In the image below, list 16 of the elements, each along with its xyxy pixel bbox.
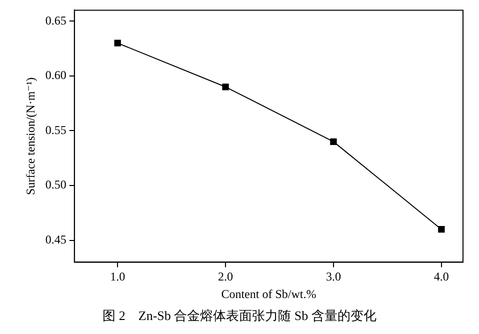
y-tick-label: 0.50 [45,178,66,192]
y-tick-label: 0.65 [45,13,66,28]
caption: 图 2 Zn-Sb 合金熔体表面张力随 Sb 含量的变化 [102,307,378,325]
point [438,226,445,233]
y-tick-label: 0.55 [45,122,66,137]
x-axis-title: Content of Sb/wt.% [221,286,316,301]
point [330,138,337,146]
point [114,40,121,46]
x-tick-label: 3.0 [326,270,341,284]
x-tick-label: 4.0 [434,270,449,284]
y-axis-title: Surface tension/(N·m⁻¹) [23,77,38,195]
point [222,84,229,90]
y-tick-label: 0.45 [45,232,66,246]
x-tick-label: 2.0 [218,270,234,284]
x-tick-label: 1.0 [110,270,126,284]
y-tick-label: 0.60 [45,68,66,82]
